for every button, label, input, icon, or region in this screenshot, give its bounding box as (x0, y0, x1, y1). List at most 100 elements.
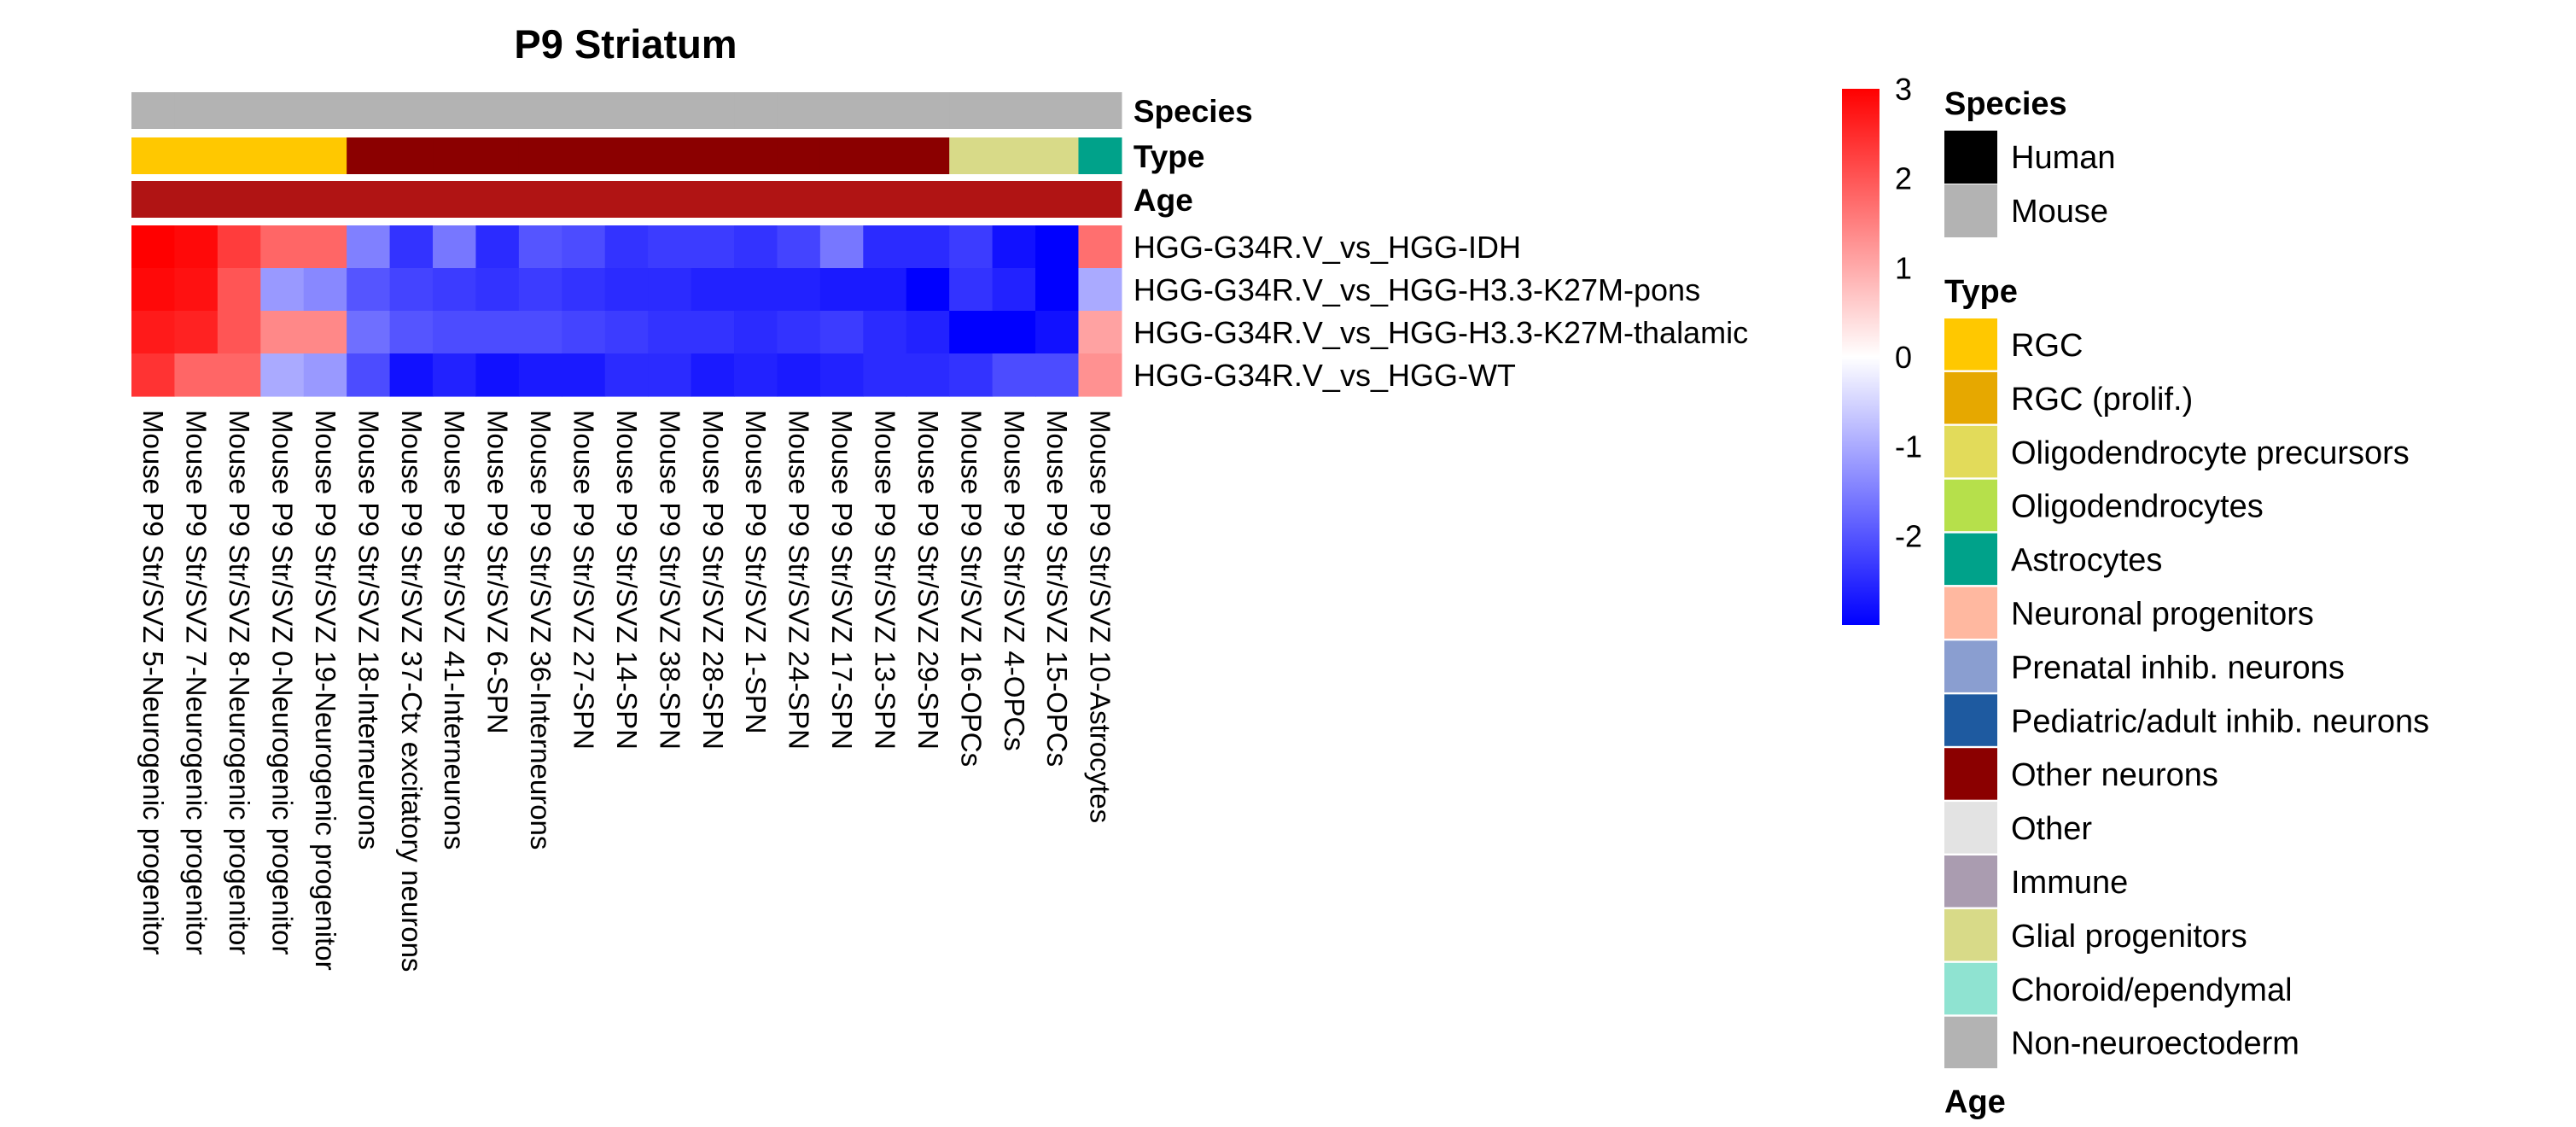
heatmap-cell (1078, 353, 1122, 397)
annotation-cell-type (389, 137, 434, 174)
heatmap-cell (303, 353, 347, 397)
legend-swatch-type (1944, 802, 1997, 854)
column-label: Mouse P9 Str/SVZ 36-Interneurons (525, 410, 557, 850)
heatmap-cell (819, 311, 864, 354)
heatmap-cell (174, 268, 219, 312)
annotation-tracks: Species Type Age (131, 92, 1253, 218)
annotation-cell-type (1035, 137, 1080, 174)
annotation-cell-species (518, 92, 562, 129)
annotation-cell-species (174, 92, 219, 129)
heatmap-cell (433, 353, 477, 397)
column-label: Mouse P9 Str/SVZ 7-Neurogenic progenitor (181, 410, 213, 955)
heatmap-cell (1035, 268, 1080, 312)
legend-swatch-species (1944, 184, 1997, 237)
heatmap-cell (475, 353, 520, 397)
annotation-cell-type (131, 137, 176, 174)
heatmap-cell (604, 225, 649, 269)
annotation-cell-age (734, 181, 778, 218)
annotation-cell-species (217, 92, 261, 129)
annotation-cell-age (303, 181, 347, 218)
row-label: HGG-G34R.V_vs_HGG-H3.3-K27M-thalamic (1134, 315, 1748, 350)
annotation-cell-species (131, 92, 176, 129)
row-label: HGG-G34R.V_vs_HGG-H3.3-K27M-pons (1134, 272, 1700, 307)
legend-swatch-type (1944, 748, 1997, 800)
legend-swatch-type (1944, 587, 1997, 639)
color-scale-tick: 1 (1895, 250, 1912, 285)
annotation-cell-age (819, 181, 864, 218)
annotation-cell-type (949, 137, 994, 174)
heatmap-cell (475, 225, 520, 269)
legend-label-type: Glial progenitors (2011, 919, 2247, 955)
heatmap-cell (734, 268, 778, 312)
legend-label-type: Other neurons (2011, 757, 2218, 793)
heatmap-cell (691, 268, 735, 312)
legend-title-species: Species (1944, 86, 2067, 122)
heatmap-cell (819, 225, 864, 269)
heatmap-cell (906, 311, 950, 354)
column-label: Mouse P9 Str/SVZ 37-Ctx excitatory neuro… (396, 410, 428, 972)
annotation-cell-species (863, 92, 907, 129)
heatmap-cell (691, 353, 735, 397)
legend-label-type: Choroid/ependymal (2011, 972, 2293, 1008)
annotation-cell-age (777, 181, 821, 218)
annotation-cell-age (1078, 181, 1122, 218)
heatmap-cell (347, 311, 391, 354)
annotation-cell-type (433, 137, 477, 174)
heatmap-cell (260, 268, 305, 312)
heatmap-cell (992, 268, 1036, 312)
heatmap-cell (992, 311, 1036, 354)
legend-title-type: Type (1944, 274, 2018, 310)
column-label: Mouse P9 Str/SVZ 4-OPCs (999, 410, 1030, 751)
annotation-cell-species (734, 92, 778, 129)
annotation-cell-type (518, 137, 562, 174)
annotation-cell-species (949, 92, 994, 129)
heatmap-cell (906, 225, 950, 269)
annotation-cell-species (604, 92, 649, 129)
heatmap-cell (1035, 311, 1080, 354)
heatmap-cell (992, 225, 1036, 269)
heatmap-cell (303, 311, 347, 354)
annotation-cell-species (906, 92, 950, 129)
heatmap-cell (777, 268, 821, 312)
heatmap-cell (433, 311, 477, 354)
heatmap-cell (174, 353, 219, 397)
annotation-label-species: Species (1134, 94, 1253, 129)
legend-swatch-type (1944, 479, 1997, 532)
heatmap-cell (734, 353, 778, 397)
legend-label-type: RGC (2011, 328, 2083, 364)
legend-swatch-type (1944, 962, 1997, 1015)
heatmap-cell (174, 225, 219, 269)
annotation-cell-species (562, 92, 606, 129)
legend-label-type: Oligodendrocyte precursors (2011, 435, 2410, 471)
legend-swatch-type (1944, 318, 1997, 371)
annotation-cell-type (863, 137, 907, 174)
heatmap-cell (992, 353, 1036, 397)
heatmap-cell (863, 225, 907, 269)
annotation-cell-species (777, 92, 821, 129)
annotation-cell-type (992, 137, 1036, 174)
annotation-cell-type (777, 137, 821, 174)
color-scale-tick: -1 (1895, 429, 1922, 464)
annotation-cell-type (648, 137, 692, 174)
column-label: Mouse P9 Str/SVZ 18-Interneurons (353, 410, 384, 850)
legend-label-type: Neuronal progenitors (2011, 597, 2314, 633)
heatmap-cell (260, 353, 305, 397)
heatmap-cell (260, 311, 305, 354)
annotation-cell-type (1078, 137, 1122, 174)
heatmap-cell (1078, 268, 1122, 312)
annotation-cell-species (475, 92, 520, 129)
heatmap-cell (347, 225, 391, 269)
legend-swatch-type (1944, 1016, 1997, 1069)
heatmap-cell (691, 225, 735, 269)
column-label: Mouse P9 Str/SVZ 8-Neurogenic progenitor (224, 410, 255, 955)
legend-swatch-type (1944, 371, 1997, 424)
annotation-cell-species (819, 92, 864, 129)
legend-label-type: Immune (2011, 865, 2128, 901)
heatmap-cell (734, 311, 778, 354)
column-label: Mouse P9 Str/SVZ 14-SPN (611, 410, 643, 750)
heatmap-cell (1078, 311, 1122, 354)
heatmap-cell (1035, 353, 1080, 397)
heatmap-cell (734, 225, 778, 269)
column-label: Mouse P9 Str/SVZ 15-OPCs (1041, 410, 1073, 767)
annotation-cell-age (475, 181, 520, 218)
